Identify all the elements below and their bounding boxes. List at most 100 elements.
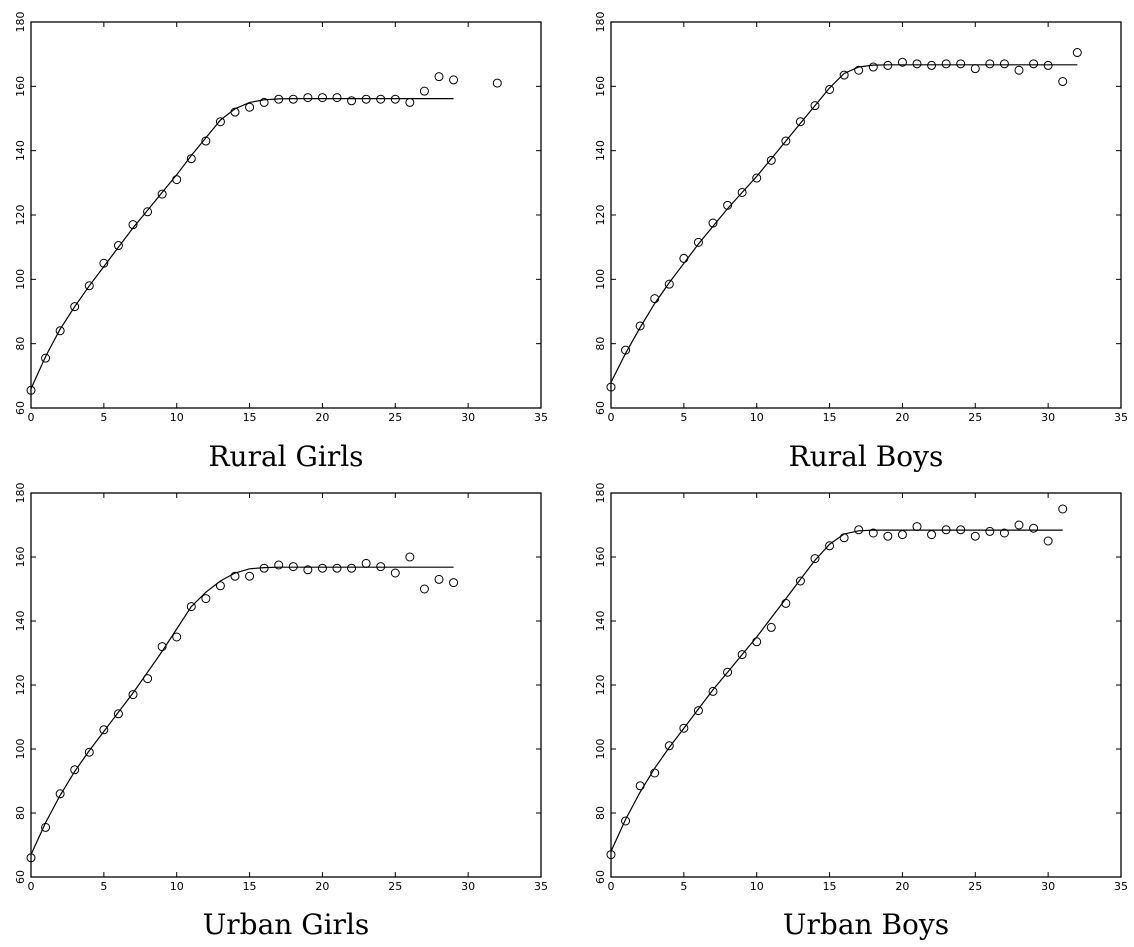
data-point xyxy=(723,667,733,677)
data-point xyxy=(679,723,689,733)
y-tick-label: 100 xyxy=(594,739,607,760)
data-point xyxy=(419,584,429,594)
data-point xyxy=(985,59,995,69)
data-point xyxy=(1014,520,1024,530)
data-point xyxy=(956,525,966,535)
y-tick-label: 140 xyxy=(14,140,27,161)
data-point xyxy=(1029,59,1039,69)
data-point xyxy=(708,686,718,696)
data-point xyxy=(157,189,167,199)
fit-curve-line xyxy=(30,98,454,389)
data-point xyxy=(1043,60,1053,70)
data-point xyxy=(1072,48,1082,58)
x-tick-label: 20 xyxy=(895,880,909,893)
data-point xyxy=(128,690,138,700)
x-tick-label: 5 xyxy=(680,880,687,893)
x-tick-label: 35 xyxy=(534,880,548,893)
data-point xyxy=(737,187,747,197)
y-tick-label: 120 xyxy=(594,675,607,696)
data-point xyxy=(84,747,94,757)
data-point xyxy=(635,781,645,791)
x-tick-label: 30 xyxy=(1041,880,1055,893)
panel-caption: Urban Girls xyxy=(202,908,370,941)
data-point xyxy=(723,200,733,210)
x-tick-label: 20 xyxy=(895,411,909,424)
chart-panel: 0 5 10 15 20 25 30 35 60 80 100 120 140 160 180 xyxy=(14,483,548,894)
y-tick-label: 160 xyxy=(14,547,27,568)
data-point xyxy=(927,60,937,70)
x-tick-label: 15 xyxy=(823,880,837,893)
data-point xyxy=(143,674,153,684)
data-point xyxy=(26,853,36,863)
data-point xyxy=(825,541,835,551)
data-point xyxy=(868,528,878,538)
x-tick-label: 5 xyxy=(100,880,107,893)
x-tick-label: 20 xyxy=(315,880,329,893)
data-point xyxy=(708,218,718,228)
data-point xyxy=(825,85,835,95)
data-point xyxy=(317,563,327,573)
data-point xyxy=(215,581,225,591)
data-point xyxy=(781,136,791,146)
data-point xyxy=(606,382,616,392)
data-point xyxy=(449,75,459,85)
fit-curve-line xyxy=(610,529,1063,852)
data-point xyxy=(1029,523,1039,533)
data-point xyxy=(347,563,357,573)
data-point xyxy=(781,598,791,608)
data-point xyxy=(41,822,51,832)
data-point xyxy=(245,102,255,112)
data-point xyxy=(405,552,415,562)
y-tick-label: 180 xyxy=(14,483,27,504)
data-point xyxy=(303,565,313,575)
y-tick-label: 80 xyxy=(14,806,27,820)
data-point xyxy=(664,279,674,289)
y-tick-label: 60 xyxy=(14,401,27,415)
x-tick-label: 10 xyxy=(750,880,764,893)
x-tick-label: 0 xyxy=(608,411,615,424)
y-tick-label: 160 xyxy=(594,547,607,568)
plot-frame xyxy=(30,21,542,409)
y-tick-label: 140 xyxy=(594,140,607,161)
plot-frame xyxy=(30,492,542,878)
data-point xyxy=(854,65,864,75)
x-tick-label: 35 xyxy=(534,411,548,424)
x-tick-label: 0 xyxy=(608,880,615,893)
x-tick-label: 15 xyxy=(823,411,837,424)
y-tick-label: 160 xyxy=(594,76,607,97)
data-point xyxy=(897,530,907,540)
panel-caption: Rural Boys xyxy=(788,440,944,473)
data-point xyxy=(810,554,820,564)
fit-curve-line xyxy=(610,64,1078,383)
data-point xyxy=(259,563,269,573)
data-point xyxy=(376,562,386,572)
y-tick-label: 140 xyxy=(14,611,27,632)
panel-caption: Urban Boys xyxy=(782,908,950,941)
data-point xyxy=(317,93,327,103)
data-point xyxy=(419,86,429,96)
y-tick-label: 100 xyxy=(14,739,27,760)
data-point xyxy=(883,60,893,70)
data-point xyxy=(839,533,849,543)
data-point xyxy=(157,642,167,652)
data-point xyxy=(621,816,631,826)
data-point xyxy=(606,850,616,860)
y-tick-label: 80 xyxy=(14,337,27,351)
data-point xyxy=(941,525,951,535)
y-tick-label: 160 xyxy=(14,76,27,97)
data-point xyxy=(41,353,51,363)
data-point xyxy=(1058,77,1068,87)
data-point xyxy=(492,78,502,88)
data-point xyxy=(693,706,703,716)
data-point xyxy=(650,294,660,304)
x-tick-label: 25 xyxy=(388,880,402,893)
data-point xyxy=(449,578,459,588)
y-tick-label: 120 xyxy=(594,205,607,226)
x-tick-label: 0 xyxy=(28,880,35,893)
data-point xyxy=(897,57,907,67)
data-point xyxy=(912,59,922,69)
x-tick-label: 10 xyxy=(750,411,764,424)
fit-curve-line xyxy=(30,566,454,855)
